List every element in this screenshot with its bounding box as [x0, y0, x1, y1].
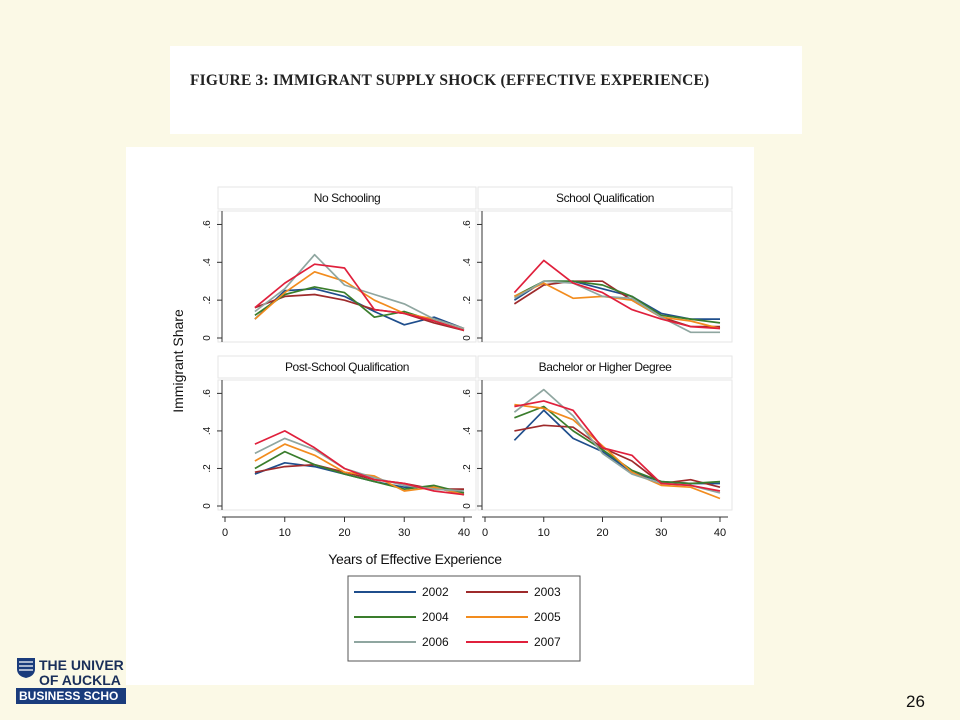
plot-area [477, 379, 733, 511]
series-line-2007 [254, 430, 465, 496]
legend-label: 2003 [534, 585, 561, 599]
y-tick-label: .6 [462, 220, 473, 229]
y-tick-label: .2 [462, 296, 473, 305]
legend-label: 2007 [534, 635, 561, 649]
y-tick-label: 0 [462, 503, 473, 509]
series-line-2004 [254, 450, 465, 494]
page-number: 26 [906, 692, 925, 711]
x-tick-label: 20 [338, 527, 350, 539]
x-tick-label: 10 [279, 527, 291, 539]
y-tick-label: .2 [462, 464, 473, 473]
x-tick-label: 20 [596, 527, 608, 539]
panel-title-strip [477, 186, 733, 210]
panel-title: No Schooling [314, 191, 381, 205]
logo-line-2: OF AUCKLA [39, 672, 121, 688]
x-tick-label: 40 [714, 527, 726, 539]
panel-title-strip [477, 355, 733, 379]
legend-label: 2004 [422, 610, 449, 624]
x-tick-label: 0 [222, 527, 228, 539]
x-tick-label: 30 [398, 527, 410, 539]
legend-label: 2005 [534, 610, 561, 624]
figure-panel: No Schooling 0 .2 .4 .6 School Qualification 0… [126, 147, 754, 685]
logo-line-1: THE UNIVER [39, 657, 124, 673]
series-line-2007 [513, 259, 721, 330]
y-tick-label: 0 [202, 335, 213, 341]
panel-title-strip [217, 355, 477, 379]
y-tick-label: .2 [202, 464, 213, 473]
university-logo: THE UNIVER OF AUCKLA BUSINESS SCHO [16, 657, 126, 705]
logo-line-3: BUSINESS SCHO [19, 689, 119, 703]
logo-banner: BUSINESS SCHO [16, 688, 126, 704]
crest-icon [17, 658, 35, 678]
y-tick-label: .6 [202, 389, 213, 398]
x-axis-title: Years of Effective Experience [328, 551, 502, 567]
y-tick-label: .6 [462, 389, 473, 398]
series-line-2007 [514, 400, 721, 492]
x-tick-label: 0 [482, 527, 488, 539]
panel-title-strip [217, 186, 477, 210]
panel-title: Bachelor or Higher Degree [539, 360, 672, 374]
series-line-2005 [514, 282, 721, 330]
figure-title: FIGURE 3: IMMIGRANT SUPPLY SHOCK (EFFECT… [190, 72, 710, 89]
series-line-2006 [513, 280, 720, 334]
plot-area [217, 379, 477, 511]
y-tick-label: .4 [462, 258, 473, 267]
y-tick-label: .4 [202, 426, 213, 435]
y-tick-label: .4 [462, 426, 473, 435]
series-line-2007 [254, 263, 465, 332]
legend-label: 2002 [422, 585, 449, 599]
y-tick-label: .2 [202, 296, 213, 305]
figure-title-box: FIGURE 3: IMMIGRANT SUPPLY SHOCK (EFFECT… [170, 46, 802, 134]
y-tick-label: 0 [462, 335, 473, 341]
x-tick-label: 30 [655, 527, 667, 539]
legend-box [347, 575, 581, 662]
x-tick-label: 40 [458, 527, 470, 539]
panel-title: Post-School Qualification [285, 360, 409, 374]
series-line-2006 [254, 437, 465, 492]
series-line-2003 [514, 424, 721, 489]
y-axis-title: Immigrant Share [170, 309, 186, 413]
y-tick-label: .6 [202, 220, 213, 229]
legend-label: 2006 [422, 635, 449, 649]
x-tick-label: 10 [538, 527, 550, 539]
panel-title: School Qualification [556, 191, 654, 205]
y-tick-label: .4 [202, 258, 213, 267]
series-line-2005 [514, 403, 721, 500]
series-line-2005 [254, 270, 465, 330]
y-tick-label: 0 [202, 503, 213, 509]
line-chart: No Schooling 0 .2 .4 .6 School Qualification 0… [170, 186, 733, 662]
